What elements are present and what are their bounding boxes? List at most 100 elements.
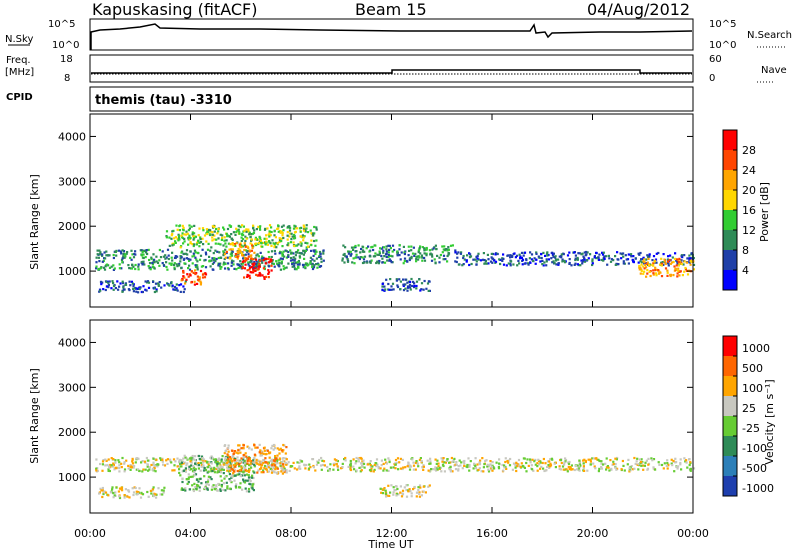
- velocity-echo-cell: [127, 489, 129, 491]
- velocity-echo-cell: [214, 471, 216, 473]
- velocity-echo-cell: [526, 458, 528, 460]
- power-echo-cell: [105, 251, 107, 253]
- power-echo-cell: [671, 261, 673, 263]
- velocity-echo-cell: [237, 444, 239, 446]
- power-echo-cell: [243, 276, 245, 278]
- velocity-echo-cell: [448, 462, 450, 464]
- velocity-echo-cell: [400, 468, 402, 470]
- velocity-echo-cell: [279, 462, 281, 464]
- velocity-echo-cell: [622, 460, 624, 462]
- velocity-echo-cell: [132, 458, 134, 460]
- time-tick-label: 04:00: [175, 527, 207, 540]
- power-echo-cell: [620, 257, 622, 259]
- velocity-echo-cell: [107, 494, 109, 496]
- velocity-echo-cell: [240, 447, 242, 449]
- velocity-echo-cell: [102, 463, 104, 465]
- velocity-echo-cell: [417, 486, 419, 488]
- power-echo-cell: [649, 271, 651, 273]
- power-echo-cell: [360, 248, 362, 250]
- velocity-echo-cell: [355, 460, 357, 462]
- power-echo-cell: [227, 262, 229, 264]
- power-echo-cell: [168, 255, 170, 257]
- velocity-echo-cell: [546, 466, 548, 468]
- power-echo-cell: [204, 272, 206, 274]
- power-echo-cell: [429, 249, 431, 251]
- power-echo-cell: [101, 253, 103, 255]
- velocity-echo-cell: [135, 461, 137, 463]
- power-echo-cell: [238, 248, 240, 250]
- velocity-ytick-label: 3000: [58, 381, 86, 394]
- power-echo-cell: [142, 291, 144, 293]
- power-echo-cell: [252, 233, 254, 235]
- velocity-echo-cell: [181, 481, 183, 483]
- power-echo-cell: [244, 240, 246, 242]
- power-echo-cell: [392, 283, 394, 285]
- velocity-echo-cell: [337, 469, 339, 471]
- velocity-echo-cell: [156, 463, 158, 465]
- velocity-echo-cell: [598, 468, 600, 470]
- velocity-echo-cell: [402, 490, 404, 492]
- power-echo-cell: [307, 246, 309, 248]
- power-echo-cell: [199, 281, 201, 283]
- power-echo-cell: [124, 288, 126, 290]
- power-echo-cell: [241, 254, 243, 256]
- power-echo-cell: [274, 250, 276, 252]
- power-echo-cell: [450, 245, 452, 247]
- power-echo-cell: [541, 263, 543, 265]
- power-echo-cell: [315, 226, 317, 228]
- power-echo-cell: [373, 255, 375, 257]
- velocity-echo-cell: [265, 468, 267, 470]
- power-echo-cell: [656, 253, 658, 255]
- velocity-echo-cell: [127, 465, 129, 467]
- noise-sky-trace: [91, 24, 692, 50]
- power-echo-cell: [197, 276, 199, 278]
- velocity-echo-cell: [429, 484, 431, 486]
- velocity-echo-cell: [234, 459, 236, 461]
- power-echo-cell: [419, 289, 421, 291]
- velocity-echo-cell: [244, 481, 246, 483]
- power-echo-cell: [282, 232, 284, 234]
- power-echo-cell: [125, 284, 127, 286]
- velocity-echo-cell: [432, 468, 434, 470]
- power-echo-cell: [197, 252, 199, 254]
- power-echo-cell: [458, 264, 460, 266]
- velocity-echo-cell: [223, 464, 225, 466]
- power-echo-cell: [535, 253, 537, 255]
- power-echo-cell: [211, 231, 213, 233]
- velocity-colorbar-segment: [723, 336, 737, 357]
- power-echo-cell: [677, 272, 679, 274]
- velocity-echo-cell: [213, 459, 215, 461]
- velocity-echo-cell: [199, 490, 201, 492]
- power-echo-cell: [411, 285, 413, 287]
- power-echo-cell: [303, 258, 305, 260]
- power-echo-cell: [194, 269, 196, 271]
- velocity-echo-cell: [428, 463, 430, 465]
- power-echo-cell: [240, 246, 242, 248]
- power-echo-cell: [168, 284, 170, 286]
- power-echo-cell: [206, 228, 208, 230]
- power-echo-cell: [265, 234, 267, 236]
- power-echo-cell: [293, 263, 295, 265]
- velocity-echo-cell: [462, 467, 464, 469]
- power-echo-cell: [129, 281, 131, 283]
- velocity-echo-cell: [430, 468, 432, 470]
- power-echo-cell: [209, 229, 211, 231]
- power-echo-cell: [208, 243, 210, 245]
- power-echo-cell: [200, 238, 202, 240]
- power-echo-cell: [138, 268, 140, 270]
- power-echo-cell: [259, 275, 261, 277]
- velocity-echo-cell: [213, 468, 215, 470]
- velocity-echo-cell: [355, 462, 357, 464]
- power-echo-cell: [483, 263, 485, 265]
- velocity-echo-cell: [146, 491, 148, 493]
- power-echo-cell: [651, 264, 653, 266]
- power-echo-cell: [171, 234, 173, 236]
- power-echo-cell: [201, 266, 203, 268]
- velocity-echo-cell: [609, 459, 611, 461]
- velocity-echo-cell: [414, 486, 416, 488]
- velocity-colorbar-segment: [723, 436, 737, 457]
- velocity-echo-cell: [352, 466, 354, 468]
- power-echo-cell: [219, 268, 221, 270]
- power-colorbar-label: 8: [742, 244, 749, 257]
- power-echo-cell: [318, 264, 320, 266]
